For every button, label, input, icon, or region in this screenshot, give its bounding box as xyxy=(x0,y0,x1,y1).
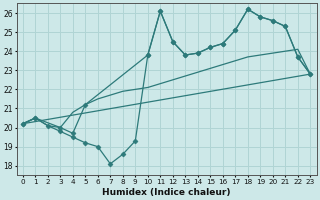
X-axis label: Humidex (Indice chaleur): Humidex (Indice chaleur) xyxy=(102,188,231,197)
